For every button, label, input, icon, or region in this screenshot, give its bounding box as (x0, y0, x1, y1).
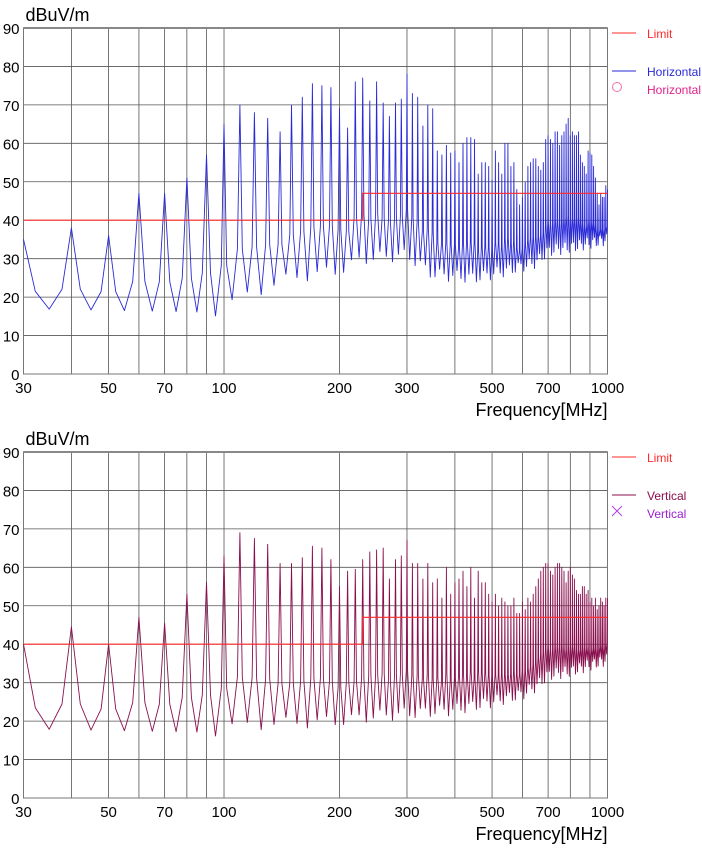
x-tick-label: 500 (480, 380, 505, 397)
plot-frame (23, 27, 608, 375)
series-line-vertical (23, 532, 608, 737)
y-tick-label: 10 (3, 329, 20, 346)
limit-line (23, 616, 608, 645)
x-tick-label: 200 (327, 380, 352, 397)
legend: Limit Horizontal Horizontal (612, 27, 701, 97)
x-tick-label: 700 (536, 804, 561, 821)
y-tick-label: 10 (3, 753, 20, 770)
limit-line (23, 192, 608, 221)
series-line-horizontal (23, 73, 608, 317)
legend-label: Limit (647, 451, 673, 465)
legend-circle-marker-icon (612, 82, 622, 92)
x-tick-label: 30 (15, 380, 32, 397)
y-tick-label: 40 (3, 637, 20, 654)
legend-label: Horizontal (647, 65, 701, 79)
y-axis-title: dBuV/m (26, 5, 90, 25)
x-tick-label: 700 (536, 380, 561, 397)
x-tick-label: 70 (156, 804, 173, 821)
legend: Limit Vertical Vertical (611, 451, 686, 521)
y-axis-title: dBuV/m (26, 429, 90, 449)
y-tick-label: 70 (3, 98, 20, 115)
y-tick-label: 30 (3, 676, 20, 693)
x-tick-label: 100 (212, 804, 237, 821)
y-tick-label: 80 (3, 483, 20, 500)
y-tick-label: 50 (3, 175, 20, 192)
chart-vertical: 0 10 20 30 40 50 60 70 80 90 30 50 70 100 200 300 500 700… (3, 429, 687, 844)
legend-x-marker-icon (611, 505, 623, 517)
x-tick-label: 50 (100, 804, 117, 821)
x-tick-label: 1000 (591, 380, 624, 397)
legend-label: Limit (647, 27, 673, 41)
x-tick-label: 300 (394, 804, 419, 821)
x-tick-label: 70 (156, 380, 173, 397)
x-tick-label: 300 (394, 380, 419, 397)
x-tick-label: 50 (100, 380, 117, 397)
legend-label: Vertical (647, 489, 686, 503)
y-tick-label: 40 (3, 213, 20, 230)
y-tick-label: 60 (3, 560, 20, 577)
x-axis-title: Frequency[MHz] (475, 400, 607, 420)
chart-horizontal: 0 10 20 30 40 50 60 70 80 90 30 50 70 100 200 300 500 700… (3, 5, 701, 420)
x-tick-label: 30 (15, 804, 32, 821)
y-tick-label: 90 (3, 445, 20, 462)
y-tick-label: 20 (3, 714, 20, 731)
legend-label: Horizontal (647, 83, 701, 97)
y-tick-label: 30 (3, 252, 20, 269)
x-tick-label: 500 (480, 804, 505, 821)
x-tick-label: 100 (212, 380, 237, 397)
y-tick-label: 90 (3, 21, 20, 38)
y-tick-label: 0 (11, 367, 19, 384)
legend-label: Vertical (647, 507, 686, 521)
x-tick-label: 1000 (591, 804, 624, 821)
y-tick-label: 20 (3, 290, 20, 307)
x-axis-title: Frequency[MHz] (475, 824, 607, 844)
y-tick-label: 60 (3, 136, 20, 153)
y-tick-label: 70 (3, 522, 20, 539)
y-tick-label: 80 (3, 59, 20, 76)
x-tick-label: 200 (327, 804, 352, 821)
y-tick-label: 50 (3, 599, 20, 616)
y-tick-label: 0 (11, 791, 19, 808)
